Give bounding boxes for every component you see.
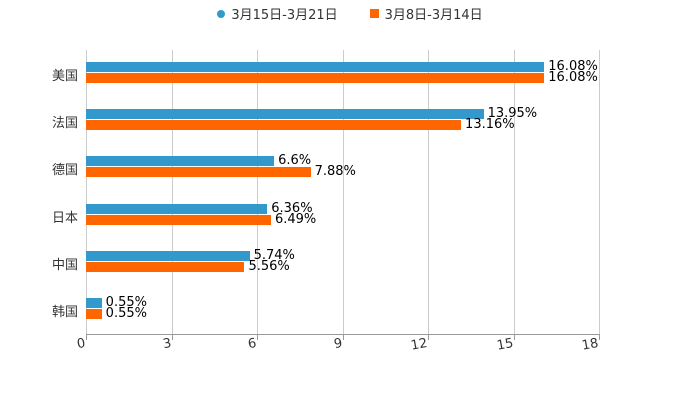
- x-tick-label: 15: [495, 336, 515, 354]
- bar[interactable]: [86, 72, 545, 83]
- axis-tick: [86, 334, 87, 340]
- data-label: 5.56%: [248, 259, 290, 274]
- data-label: 0.55%: [105, 295, 147, 311]
- data-label: 5.74%: [253, 248, 295, 263]
- data-label: 13.95%: [487, 106, 538, 121]
- legend-label: 3月8日-3月14日: [384, 8, 483, 23]
- axis-tick: [257, 334, 258, 340]
- legend-item-series-1[interactable]: 3月15日-3月21日: [217, 4, 338, 23]
- data-label: 16.08%: [548, 58, 598, 74]
- data-label: 7.88%: [314, 164, 356, 180]
- gridline: [428, 50, 429, 334]
- bar[interactable]: [86, 309, 102, 320]
- legend-square-icon: [369, 9, 379, 18]
- chart-legend: 3月15日-3月21日 3月8日-3月14日: [0, 4, 700, 23]
- data-label: 13.16%: [465, 117, 515, 132]
- bar[interactable]: [86, 156, 275, 167]
- category-label: 法国: [51, 116, 78, 131]
- bar[interactable]: [86, 109, 484, 119]
- bar[interactable]: [86, 167, 311, 178]
- y-axis-line: [86, 50, 87, 334]
- gridline: [342, 50, 344, 334]
- category-label: 韩国: [51, 305, 78, 321]
- x-tick-label: 9: [332, 336, 344, 353]
- data-label: 6.49%: [274, 211, 317, 227]
- legend-dot-icon: [217, 9, 226, 18]
- bar[interactable]: [86, 61, 545, 72]
- legend-item-series-2[interactable]: 3月8日-3月14日: [369, 4, 483, 23]
- x-axis-line: [86, 334, 600, 335]
- data-label: 6.36%: [271, 200, 313, 216]
- category-label: 中国: [51, 258, 78, 273]
- gridline: [599, 50, 600, 334]
- gridline: [171, 50, 173, 334]
- bar[interactable]: [86, 251, 250, 261]
- axis-tick: [599, 334, 600, 340]
- bar[interactable]: [86, 214, 271, 225]
- bar[interactable]: [86, 262, 245, 272]
- x-tick-label: 6: [246, 336, 258, 353]
- legend-label: 3月15日-3月21日: [231, 8, 338, 23]
- x-tick-label: 0: [75, 336, 87, 353]
- gridline: [257, 50, 258, 334]
- x-tick-label: 3: [161, 336, 173, 353]
- data-label: 0.55%: [105, 306, 147, 322]
- axis-tick: [171, 334, 173, 340]
- category-label: 德国: [51, 163, 78, 179]
- bar[interactable]: [86, 298, 102, 309]
- axis-tick: [513, 334, 515, 340]
- x-tick-label: 12: [409, 336, 429, 354]
- bar[interactable]: [86, 203, 268, 214]
- axis-tick: [428, 334, 429, 340]
- gridline: [513, 50, 515, 334]
- axis-tick: [342, 334, 344, 340]
- x-tick-label: 18: [580, 336, 600, 354]
- data-label: 6.6%: [278, 153, 312, 169]
- category-label: 日本: [51, 210, 78, 226]
- bar[interactable]: [86, 120, 462, 130]
- category-label: 美国: [51, 68, 78, 84]
- data-label: 16.08%: [548, 69, 598, 85]
